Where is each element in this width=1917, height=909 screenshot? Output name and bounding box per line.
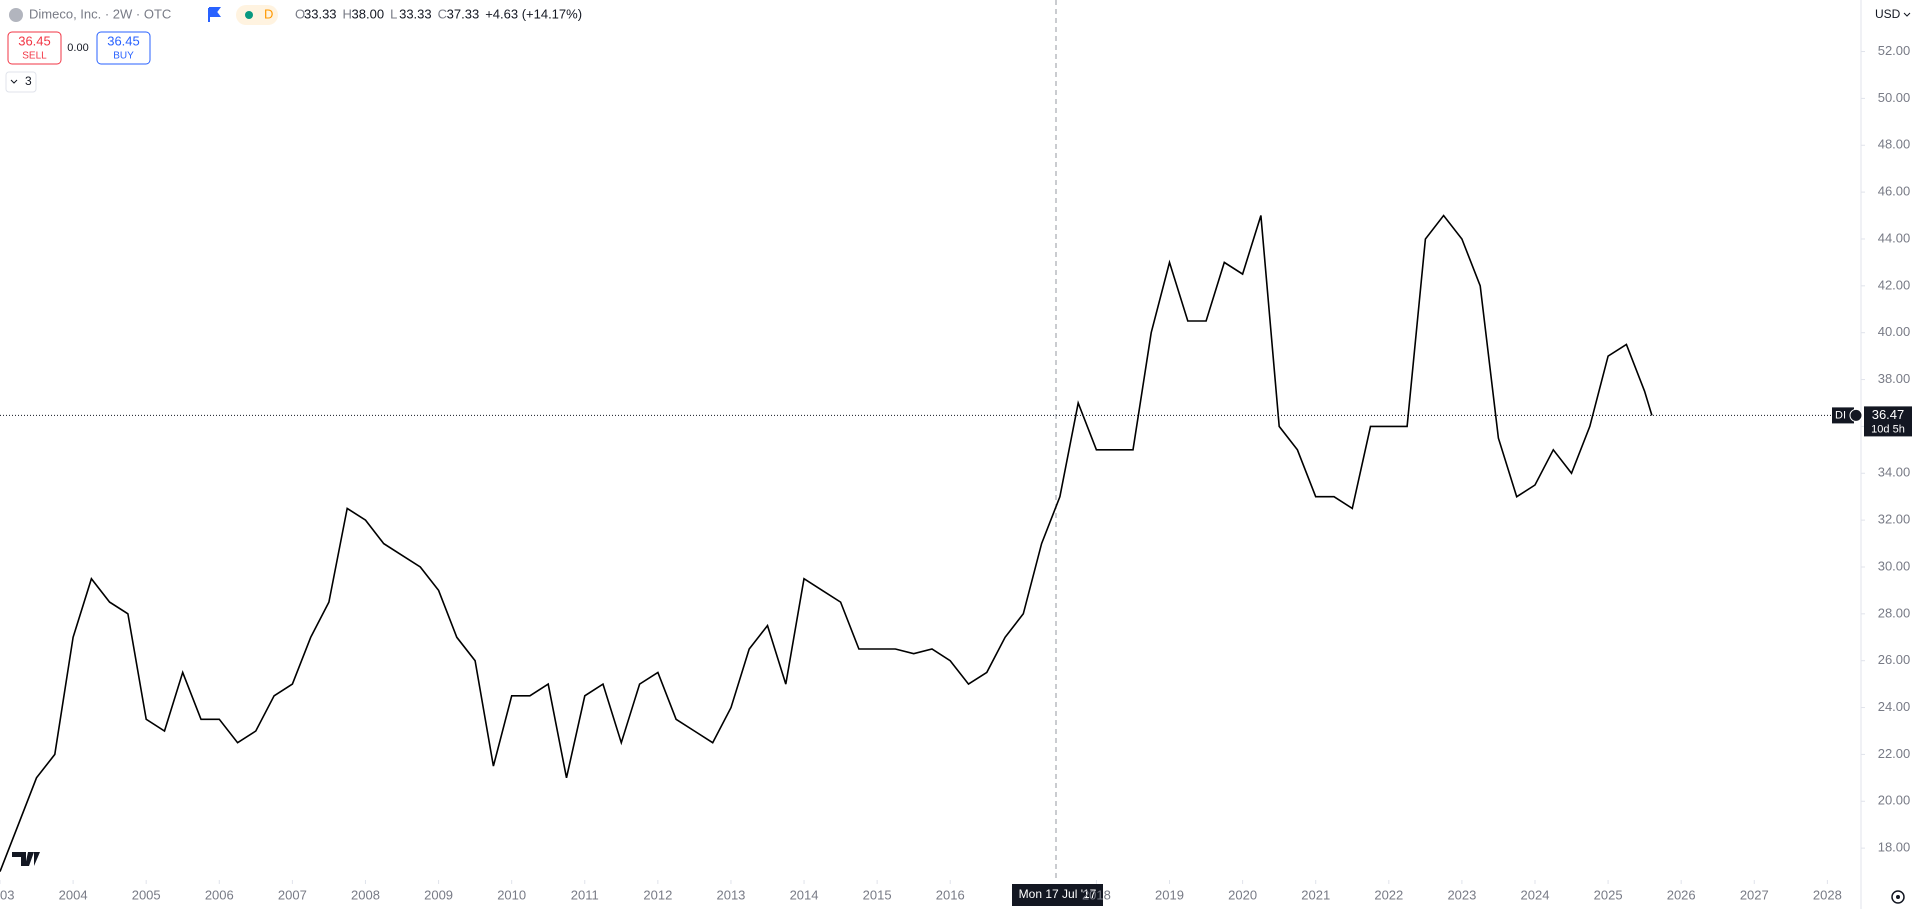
status-dot <box>245 11 253 19</box>
x-tick-label: 2018 <box>1082 887 1111 902</box>
sell-button[interactable] <box>7 31 62 65</box>
ohlc-value: 37.33 <box>447 6 480 21</box>
currency-button[interactable] <box>1869 4 1913 26</box>
change: +4.63 (+14.17%) <box>485 6 582 21</box>
x-tick-label: 2019 <box>1155 887 1184 902</box>
flag-icon[interactable] <box>208 7 221 22</box>
chevron <box>10 79 18 84</box>
x-tick-label: 2012 <box>643 887 672 902</box>
x-tick-label: 2006 <box>205 887 234 902</box>
x-tick-label: 2009 <box>424 887 453 902</box>
x-tick-label: 2026 <box>1667 887 1696 902</box>
indicators-count: 3 <box>25 74 32 88</box>
x-tick-label: 2004 <box>59 887 88 902</box>
symbol-icon <box>9 8 23 22</box>
x-tick-label: 2023 <box>1447 887 1476 902</box>
sell-label: SELL <box>22 51 47 62</box>
x-tick-label: 2008 <box>351 887 380 902</box>
currency: USD <box>1875 7 1901 21</box>
y-tick-label: 52.00 <box>1878 43 1911 58</box>
tv-logo <box>12 852 40 866</box>
y-tick-label: 30.00 <box>1878 558 1911 573</box>
symbol-tag: DI <box>1835 409 1846 421</box>
ohlc-key: H <box>343 6 352 21</box>
x-tick-label: 2010 <box>497 887 526 902</box>
ohlc-value: 33.33 <box>399 6 432 21</box>
x-tick-label: 2007 <box>278 887 307 902</box>
plot-area <box>0 214 1653 872</box>
x-tick-label: 2024 <box>1521 887 1550 902</box>
badge[interactable] <box>236 5 278 25</box>
y-tick-label: 44.00 <box>1878 230 1911 245</box>
countdown: 10d 5h <box>1871 423 1905 435</box>
symbol-title: Dimeco, Inc. · 2W · OTC <box>29 6 171 21</box>
y-tick-label: 48.00 <box>1878 137 1911 152</box>
y-tick-label: 46.00 <box>1878 184 1911 199</box>
y-tick-label: 26.00 <box>1878 652 1911 667</box>
x-tick-label: 2003 <box>0 887 14 902</box>
crosshair-date-box <box>1012 884 1103 906</box>
y-tick-label: 28.00 <box>1878 605 1911 620</box>
ohlc-value: 33.33 <box>304 6 337 21</box>
ohlc-key: C <box>438 6 447 21</box>
x-tick-label: 2011 <box>571 887 599 902</box>
last-price-box <box>1864 406 1912 437</box>
x-tick-label: 2016 <box>936 887 965 902</box>
y-tick-label: 38.00 <box>1878 371 1911 386</box>
x-tick-label: 2021 <box>1301 887 1330 902</box>
y-tick-label: 32.00 <box>1878 512 1911 527</box>
x-tick-label: 2015 <box>863 887 892 902</box>
price-line <box>0 214 1653 872</box>
y-tick-label: 34.00 <box>1878 465 1911 480</box>
y-tick-label: 42.00 <box>1878 277 1911 292</box>
sell-price: 36.45 <box>18 33 51 48</box>
indicators-toggle[interactable] <box>5 71 37 93</box>
x-tick-label: 2014 <box>790 887 819 902</box>
x-tick-label: 2027 <box>1740 887 1769 902</box>
interval-badge: D <box>264 6 273 21</box>
buy-button[interactable] <box>96 31 151 65</box>
crosshair-date: Mon 17 Jul '17 <box>1019 887 1097 901</box>
add-icon <box>1849 408 1863 422</box>
x-tick-label: 2028 <box>1813 887 1842 902</box>
ohlc-legend: O33.33 H 38.00 L 33.33 C 37.33 +4.63 (+14.17%) <box>295 6 582 21</box>
last-price: 36.47 <box>1872 407 1905 422</box>
symbol-tag-box <box>1832 407 1854 424</box>
x-tick-label: 2005 <box>132 887 161 902</box>
x-tick-label: 2025 <box>1594 887 1623 902</box>
settings-icon[interactable] <box>1891 890 1905 904</box>
ohlc-key: O <box>295 6 305 21</box>
ohlc-key: L <box>390 6 397 21</box>
y-tick-label: 40.00 <box>1878 324 1911 339</box>
buy-label: BUY <box>113 51 134 62</box>
y-tick-label: 20.00 <box>1878 793 1911 808</box>
x-tick-label: 2020 <box>1228 887 1257 902</box>
x-tick-label: 2013 <box>716 887 745 902</box>
spread: 0.00 <box>67 42 88 54</box>
y-tick-label: 50.00 <box>1878 90 1911 105</box>
chevron <box>1903 12 1911 17</box>
x-tick-label: 2022 <box>1374 887 1403 902</box>
y-tick-label: 24.00 <box>1878 699 1911 714</box>
buy-price: 36.45 <box>107 33 140 48</box>
y-tick-label: 18.00 <box>1878 840 1911 855</box>
ohlc-value: 38.00 <box>352 6 385 21</box>
y-tick-label: 22.00 <box>1878 746 1911 761</box>
